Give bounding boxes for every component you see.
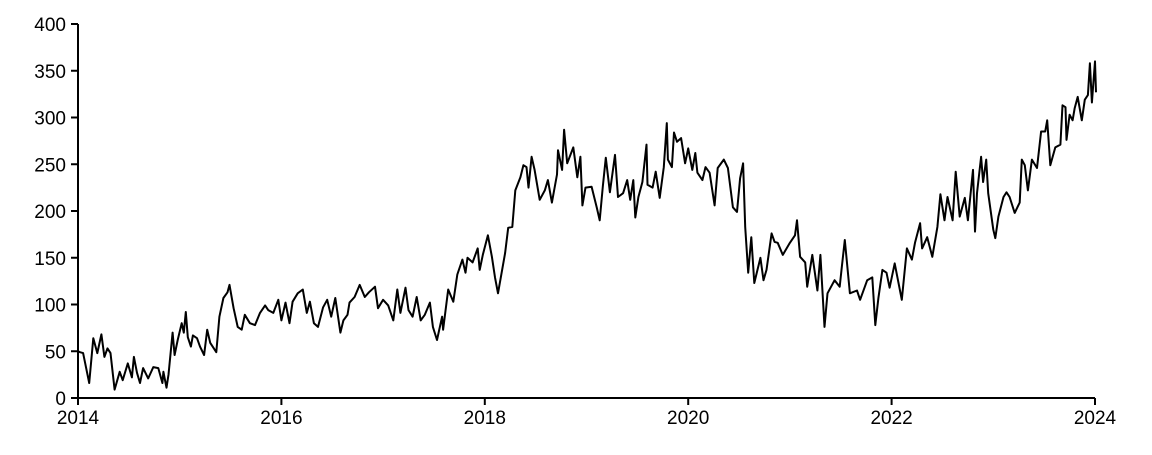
x-tick-label: 2022	[870, 408, 912, 429]
series-line	[77, 60, 1097, 391]
y-tick-label: 50	[45, 342, 66, 363]
y-tick-label: 150	[34, 249, 66, 270]
x-tick-label: 2024	[1074, 408, 1117, 429]
y-tick-label: 100	[34, 296, 66, 317]
x-tick-label: 2014	[57, 408, 100, 429]
x-axis: 2014 2016 2018 2020 2022 2024	[57, 397, 1117, 429]
y-tick-label: 350	[34, 62, 66, 83]
series-group	[77, 60, 1097, 391]
y-tick-label: 250	[34, 155, 66, 176]
y-tick-label: 0	[55, 389, 66, 410]
y-tick-label: 200	[34, 202, 66, 223]
x-tick-label: 2016	[260, 408, 302, 429]
x-tick-label: 2018	[464, 408, 506, 429]
y-tick-label: 300	[34, 109, 66, 130]
x-tick-label: 2020	[667, 408, 709, 429]
y-tick-label: 400	[34, 15, 66, 36]
y-axis: 0 50 100 150 200 250 300 350 400	[34, 15, 79, 410]
